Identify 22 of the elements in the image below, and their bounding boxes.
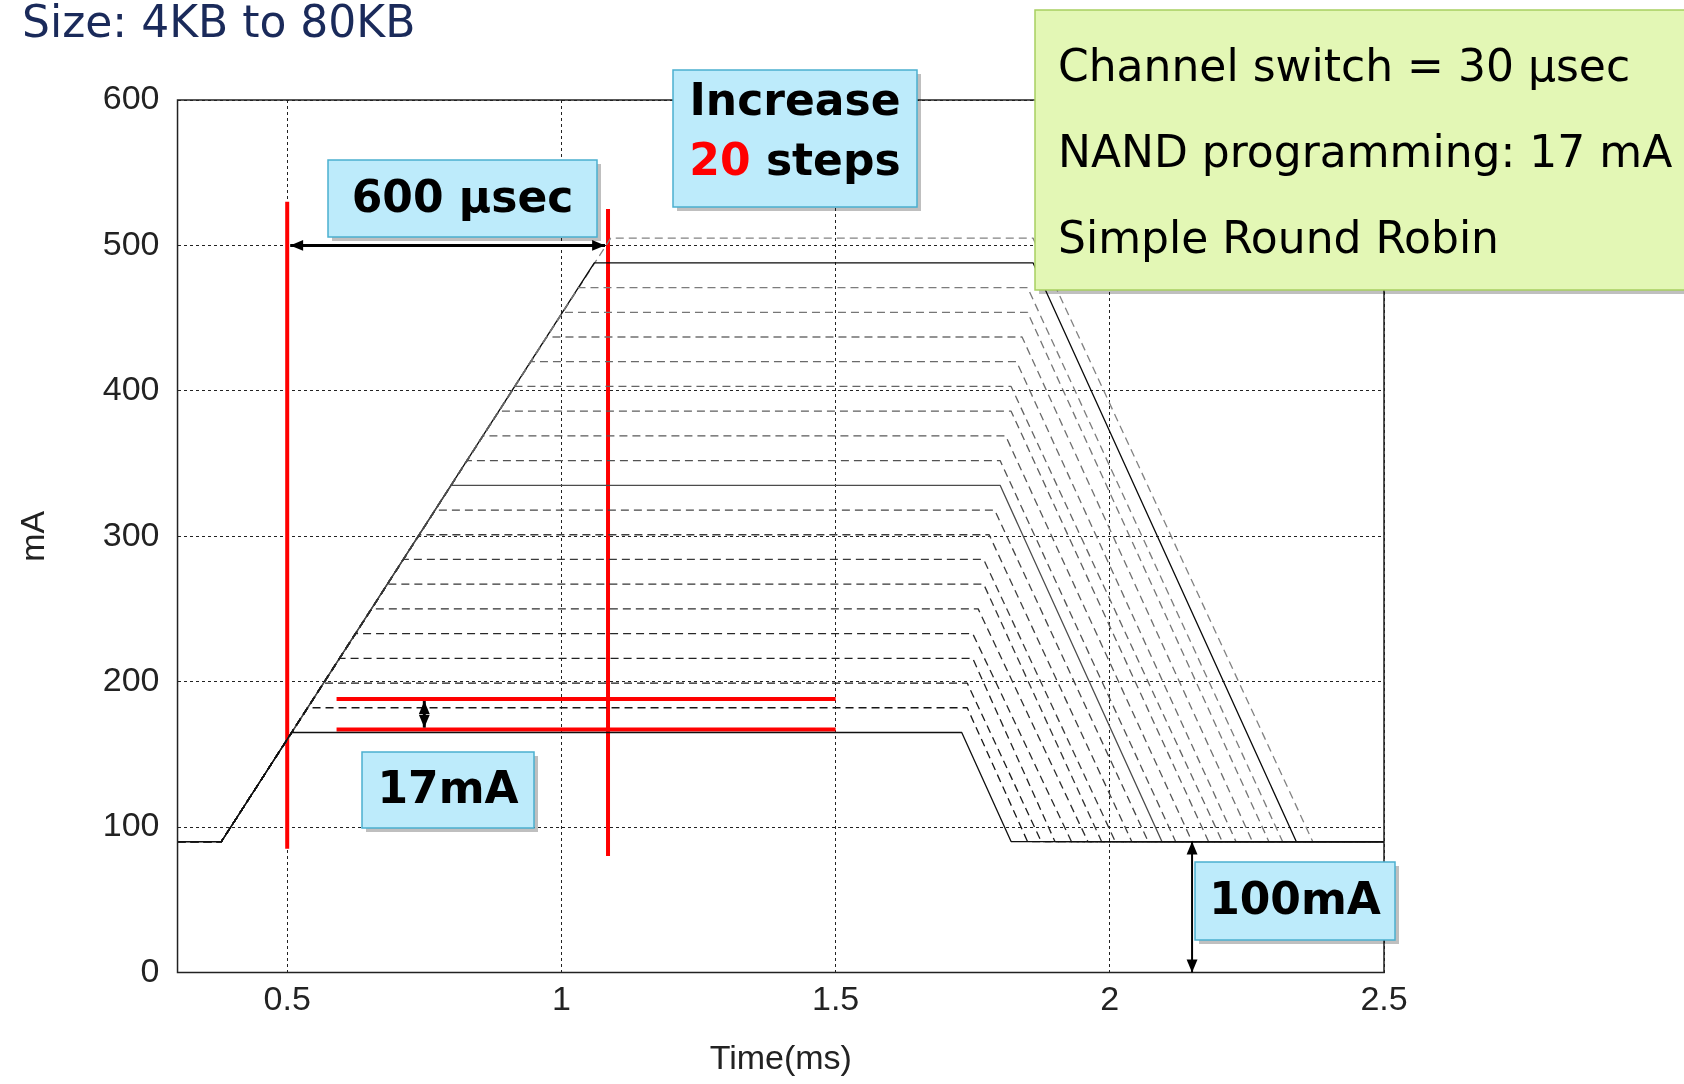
annotation: 600 μsec	[351, 170, 574, 222]
y-tick-label: 0	[140, 950, 160, 989]
y-tick-label: 200	[102, 659, 160, 698]
text: Channel switch = 30 μsec	[1058, 40, 1631, 92]
x-tick-label: 2.5	[1360, 979, 1408, 1018]
y-tick-label: 100	[102, 805, 160, 844]
chart-title: Size: 4KB to 80KB	[22, 0, 416, 48]
annotation: NAND programming: 17 mA	[1058, 126, 1673, 178]
y-tick-label: 600	[102, 78, 160, 117]
x-tick-label: 0.5	[263, 979, 311, 1018]
x-axis-title: Time(ms)	[709, 1037, 852, 1076]
annotation: Simple Round Robin	[1058, 212, 1499, 264]
y-tick-label: 400	[102, 369, 160, 408]
y-tick-label: 300	[102, 514, 160, 553]
annotation: 17mA	[377, 762, 519, 814]
y-axis-title: mA	[12, 510, 51, 562]
annotation: Increase 20 steps	[689, 74, 901, 186]
x-tick-label: 1	[551, 979, 571, 1018]
annotation: 100mA	[1209, 873, 1381, 925]
x-tick-label: 1.5	[811, 979, 860, 1018]
y-tick-label: 500	[102, 223, 160, 262]
x-tick-label: 2	[1100, 979, 1120, 1018]
